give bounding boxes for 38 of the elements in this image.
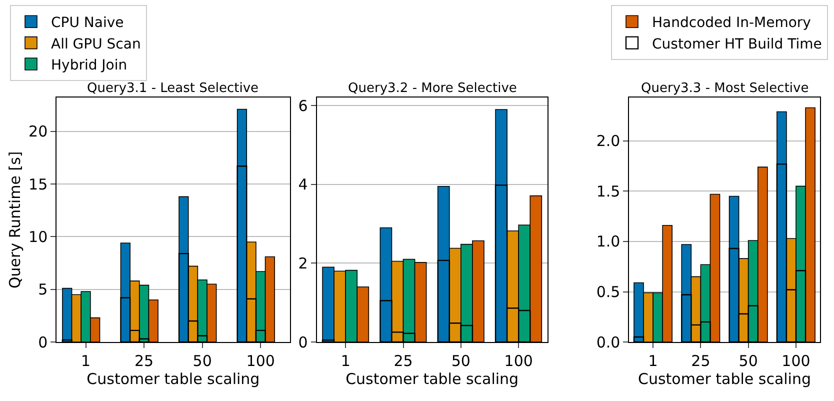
y-tick-label: 5	[38, 280, 48, 299]
y-axis-title: Query Runtime [s]	[6, 151, 24, 289]
chart-title: Query3.3 - Most Selective	[641, 81, 809, 96]
x-tick-label: 50	[192, 352, 212, 370]
y-tick-label: 0	[38, 333, 48, 352]
y-tick-label: 1.0	[596, 232, 620, 251]
y-tick-label: 2	[298, 254, 308, 272]
x-tick-label: 1	[648, 352, 658, 370]
legend-label: CPU Naive	[51, 15, 124, 32]
x-tick-label: 1	[340, 352, 350, 370]
y-tick-label: 0.0	[596, 333, 620, 352]
y-tick-label: 4	[298, 176, 308, 194]
x-tick-label: 100	[246, 352, 275, 370]
x-tick-label: 50	[451, 352, 470, 370]
y-tick-label: 6	[298, 96, 308, 115]
x-tick-label: 25	[134, 352, 154, 370]
chart-title: Query3.2 - More Selective	[348, 81, 517, 96]
x-tick-label: 1	[80, 352, 91, 370]
legend-label: All GPU Scan	[51, 36, 141, 52]
x-tick-label: 100	[504, 352, 533, 370]
y-tick-label: 10	[28, 228, 48, 246]
y-tick-label: 20	[28, 122, 48, 141]
y-tick-label: 1.5	[596, 182, 620, 200]
legend-label: Handcoded In-Memory	[652, 15, 811, 32]
x-tick-label: 100	[782, 352, 810, 370]
x-axis-title: Customer table scaling	[346, 370, 519, 388]
y-tick-label: 2.0	[596, 132, 620, 150]
y-tick-label: 15	[28, 175, 48, 194]
legend-label: Hybrid Join	[51, 57, 128, 74]
chart-title: Query3.1 - Least Selective	[87, 81, 259, 96]
x-tick-label: 25	[394, 352, 413, 370]
legend-label: Customer HT Build Time	[652, 36, 822, 52]
x-axis-title: Customer table scaling	[86, 370, 260, 388]
y-tick-label: 0	[298, 333, 308, 352]
y-tick-label: 0.5	[596, 283, 620, 302]
x-tick-label: 25	[691, 352, 710, 370]
x-tick-label: 50	[738, 352, 758, 370]
x-axis-title: Customer table scaling	[638, 370, 812, 388]
